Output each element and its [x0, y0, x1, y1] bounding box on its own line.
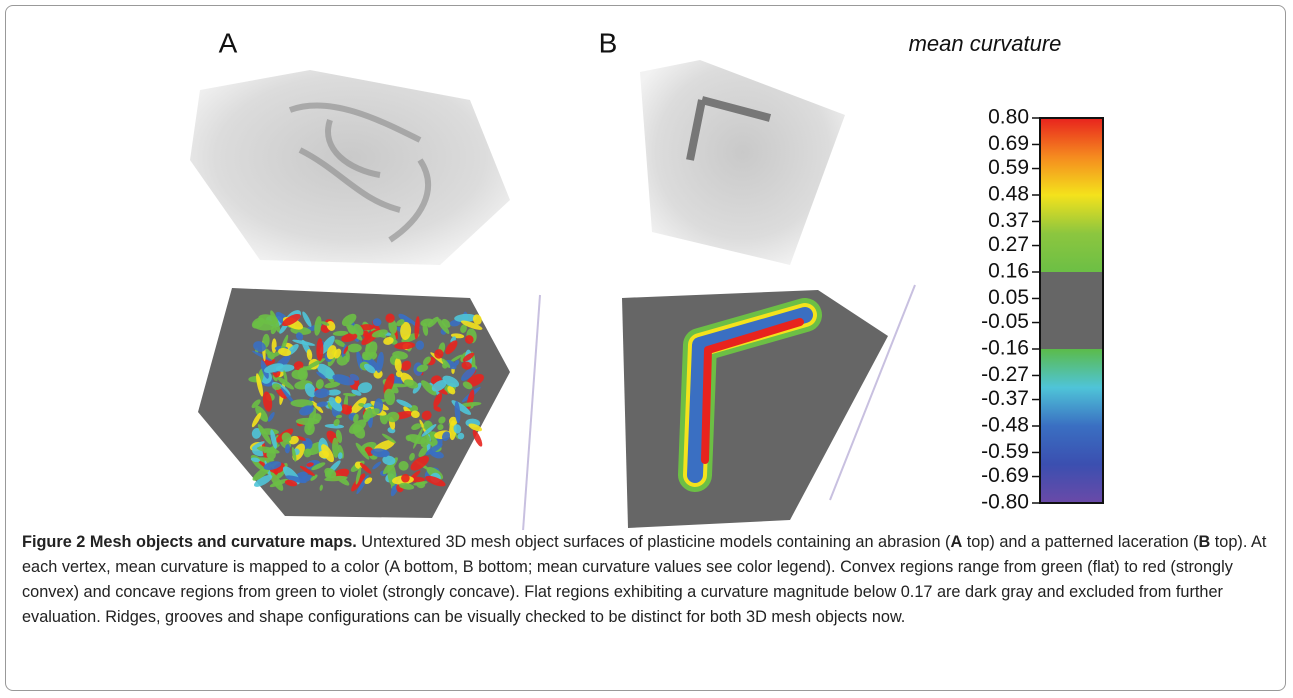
tick-label: 0.69 — [988, 132, 1029, 155]
mesh-b — [640, 60, 845, 265]
panel-label: A — [219, 27, 238, 58]
tick-label: 0.16 — [988, 260, 1029, 283]
tick-label: 0.05 — [988, 286, 1029, 309]
tick-label: 0.59 — [988, 156, 1029, 179]
tick-label: -0.80 — [981, 491, 1029, 514]
tick-label: 0.48 — [988, 183, 1029, 206]
panel-label: B — [599, 27, 618, 58]
caption-bold: A — [950, 533, 962, 551]
caption-label: Figure 2 Mesh objects and curvature maps… — [22, 533, 357, 551]
tick-label: -0.48 — [981, 414, 1029, 437]
caption-text: top) and a patterned laceration ( — [962, 533, 1198, 551]
tick-label: -0.59 — [981, 440, 1029, 463]
caption-bold: B — [1198, 533, 1210, 551]
colorbar — [1040, 118, 1103, 503]
tick-label: 0.80 — [988, 106, 1029, 129]
caption-text: Untextured 3D mesh object surfaces of pl… — [357, 533, 951, 551]
colorbar-title: mean curvature — [909, 31, 1062, 56]
tick-label: -0.37 — [981, 387, 1029, 410]
tick-label: -0.27 — [981, 363, 1029, 386]
page: A B mean curvature 0.800.690.590.480.370… — [0, 0, 1293, 698]
scale-ruler — [522, 295, 540, 530]
tick-label: -0.05 — [981, 310, 1029, 333]
tick-label: -0.69 — [981, 464, 1029, 487]
tick-label: -0.16 — [981, 337, 1029, 360]
caption: Figure 2 Mesh objects and curvature maps… — [22, 530, 1272, 630]
tick-label: 0.27 — [988, 233, 1029, 256]
figure: A B mean curvature 0.800.690.590.480.370… — [0, 0, 1293, 530]
tick-label: 0.37 — [988, 209, 1029, 232]
